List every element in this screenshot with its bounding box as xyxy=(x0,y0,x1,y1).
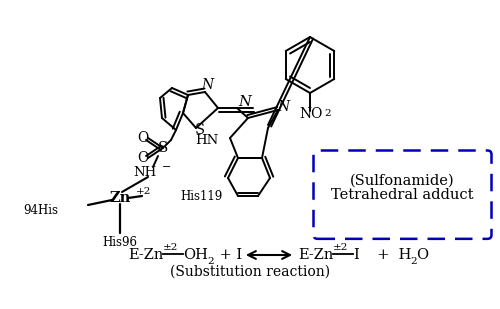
Text: O: O xyxy=(138,131,148,145)
Text: O: O xyxy=(138,151,148,165)
Text: (Substitution reaction): (Substitution reaction) xyxy=(170,265,330,279)
Text: ±2: ±2 xyxy=(333,243,348,252)
Text: His96: His96 xyxy=(102,236,138,249)
Text: His119: His119 xyxy=(180,189,222,202)
Text: + I: + I xyxy=(215,248,242,262)
Text: Zn: Zn xyxy=(110,191,130,205)
Text: N: N xyxy=(201,78,213,92)
Text: ±2: ±2 xyxy=(163,243,178,252)
Text: OH: OH xyxy=(183,248,208,262)
Text: (Sulfonamide): (Sulfonamide) xyxy=(350,174,455,188)
Text: O: O xyxy=(416,248,428,262)
Text: −: − xyxy=(162,162,172,172)
Text: I: I xyxy=(353,248,359,262)
Text: S: S xyxy=(195,123,205,137)
Text: NH: NH xyxy=(134,166,156,179)
Text: E-Zn: E-Zn xyxy=(298,248,334,262)
Text: HN: HN xyxy=(195,133,218,146)
Text: 2: 2 xyxy=(410,256,416,265)
Text: 2: 2 xyxy=(207,256,214,265)
Text: NO: NO xyxy=(300,107,322,121)
Text: Tetrahedral adduct: Tetrahedral adduct xyxy=(331,188,474,202)
Text: 2: 2 xyxy=(324,109,330,118)
Text: N: N xyxy=(277,100,289,114)
Text: 94His: 94His xyxy=(23,204,58,217)
Text: N: N xyxy=(238,95,252,109)
Text: E-Zn: E-Zn xyxy=(128,248,164,262)
Text: +2: +2 xyxy=(136,187,152,196)
Text: +  H: + H xyxy=(368,248,412,262)
Text: S: S xyxy=(158,141,168,155)
